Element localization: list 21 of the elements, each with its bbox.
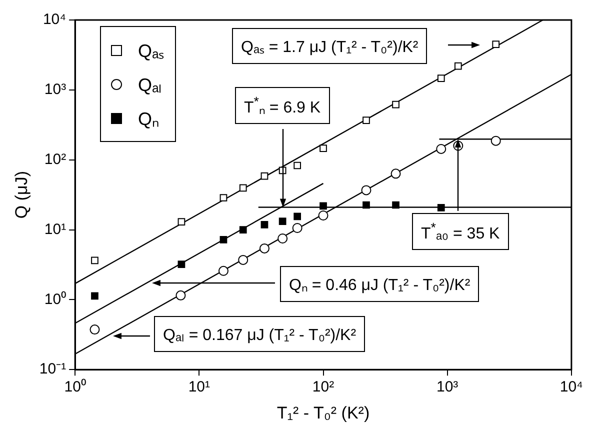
legend-label: Qₐₛ: [138, 40, 165, 62]
x-tick-label: 10¹: [188, 378, 210, 396]
legend-label: Qₙ: [138, 108, 160, 130]
x-axis-title: T₁² - T₀² (K²): [276, 403, 370, 422]
annotation: Qₙ = 0.46 μJ (T₁² - T₀²)/K²: [280, 266, 480, 302]
x-tick-label: 10⁴: [560, 378, 584, 396]
y-tick-label: 10³: [44, 81, 66, 98]
legend-label: Qₐₗ: [138, 74, 162, 96]
y-axis-title: Q (μJ): [12, 171, 31, 219]
y-tick-label: 10²: [44, 150, 66, 168]
y-tick-label: 10⁻¹: [39, 360, 66, 378]
y-tick-label: 10¹: [44, 220, 66, 238]
annotation: Qₐₛ = 1.7 μJ (T₁² - T₀²)/K²: [232, 28, 428, 64]
annotation: T$^{*}$ₐ₀ = 35 K: [412, 213, 509, 250]
x-tick-label: 10³: [436, 378, 458, 396]
y-tick-label: 10⁰: [44, 290, 66, 308]
x-tick-label: 10²: [312, 378, 334, 396]
annotation: T$^{*}$ₙ = 6.9 K: [235, 87, 330, 124]
y-tick-label: 10⁴: [42, 11, 66, 28]
x-tick-label: 10⁰: [64, 378, 86, 396]
annotation: Qₐₗ = 0.167 μJ (T₁² - T₀²)/K²: [154, 316, 366, 352]
